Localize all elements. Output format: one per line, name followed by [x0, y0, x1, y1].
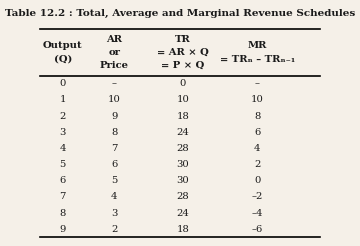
Text: AR: AR — [106, 35, 122, 44]
Text: = TRₙ – TRₙ₋₁: = TRₙ – TRₙ₋₁ — [220, 55, 295, 64]
Text: –: – — [255, 79, 260, 88]
Text: Table 12.2 : Total, Average and Marginal Revenue Schedules: Table 12.2 : Total, Average and Marginal… — [5, 9, 355, 18]
Text: 9: 9 — [59, 225, 66, 234]
Text: 10: 10 — [176, 95, 189, 104]
Text: –2: –2 — [252, 192, 263, 201]
Text: 4: 4 — [59, 144, 66, 153]
Text: 24: 24 — [176, 128, 189, 137]
Text: 4: 4 — [111, 192, 117, 201]
Text: 10: 10 — [251, 95, 264, 104]
Text: Output: Output — [43, 41, 82, 50]
Text: 8: 8 — [254, 111, 260, 121]
Text: 2: 2 — [254, 160, 260, 169]
Text: MR: MR — [248, 41, 267, 50]
Text: 4: 4 — [254, 144, 261, 153]
Text: 0: 0 — [180, 79, 186, 88]
Text: –4: –4 — [252, 209, 263, 217]
Text: 5: 5 — [59, 160, 66, 169]
Text: 2: 2 — [59, 111, 66, 121]
Text: 18: 18 — [176, 111, 189, 121]
Text: 8: 8 — [59, 209, 66, 217]
Text: 2: 2 — [111, 225, 117, 234]
Text: 9: 9 — [111, 111, 117, 121]
Text: Price: Price — [100, 61, 129, 70]
Text: 0: 0 — [59, 79, 66, 88]
Text: 0: 0 — [254, 176, 260, 185]
Text: 10: 10 — [108, 95, 121, 104]
Text: 6: 6 — [60, 176, 66, 185]
Text: = AR × Q: = AR × Q — [157, 48, 209, 57]
Text: 18: 18 — [176, 225, 189, 234]
Text: 5: 5 — [111, 176, 117, 185]
Text: –: – — [112, 79, 117, 88]
Text: 28: 28 — [176, 144, 189, 153]
Text: 1: 1 — [59, 95, 66, 104]
Text: 3: 3 — [111, 209, 117, 217]
Text: (Q): (Q) — [54, 55, 72, 64]
Text: 24: 24 — [176, 209, 189, 217]
Text: 30: 30 — [176, 160, 189, 169]
Text: = P × Q: = P × Q — [161, 61, 204, 70]
Text: 6: 6 — [254, 128, 260, 137]
Text: TR: TR — [175, 35, 191, 44]
Text: 8: 8 — [111, 128, 117, 137]
Text: 7: 7 — [59, 192, 66, 201]
Text: 28: 28 — [176, 192, 189, 201]
Text: 3: 3 — [59, 128, 66, 137]
Text: 6: 6 — [111, 160, 117, 169]
Text: 7: 7 — [111, 144, 117, 153]
Text: –6: –6 — [252, 225, 263, 234]
Text: 30: 30 — [176, 176, 189, 185]
Text: or: or — [108, 48, 120, 57]
